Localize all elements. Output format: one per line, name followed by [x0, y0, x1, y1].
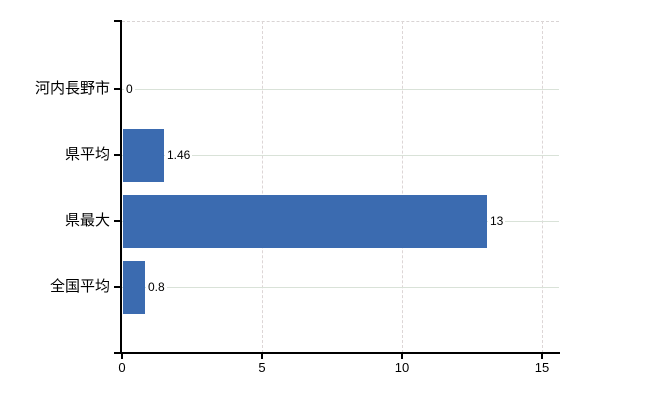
x-tick-label: 0	[118, 360, 126, 375]
value-label: 0	[124, 81, 135, 97]
x-axis-tick	[261, 352, 263, 359]
plot-area: 0 1.46 13 0.8	[122, 21, 559, 353]
x-axis-tick	[401, 352, 403, 359]
y-axis-tick	[114, 220, 122, 222]
x-axis-tick	[121, 352, 123, 359]
bar	[123, 129, 164, 182]
y-axis-tick	[114, 286, 122, 288]
vertical-gridline	[402, 21, 403, 353]
horizontal-gridline	[122, 287, 559, 288]
horizontal-gridline	[122, 155, 559, 156]
y-axis-tick	[114, 154, 122, 156]
x-axis-line	[114, 352, 560, 354]
y-axis-line	[120, 21, 122, 353]
value-label: 13	[488, 213, 506, 229]
plot-top-border	[122, 21, 559, 22]
value-label: 1.46	[165, 147, 193, 163]
vertical-gridline	[262, 21, 263, 353]
category-label: 河内長野市	[34, 80, 110, 97]
vertical-gridline	[542, 21, 543, 353]
x-axis-tick	[541, 352, 543, 359]
bar	[123, 261, 145, 314]
category-label: 県平均	[64, 146, 110, 163]
x-tick-label: 5	[258, 360, 266, 375]
category-label: 全国平均	[49, 278, 110, 295]
y-axis-tick	[114, 20, 122, 22]
bar	[123, 195, 487, 248]
horizontal-gridline	[122, 89, 559, 90]
x-tick-label: 15	[534, 360, 550, 375]
value-label: 0.8	[146, 279, 167, 295]
category-label: 県最大	[64, 212, 110, 229]
y-axis-tick	[114, 88, 122, 90]
x-tick-label: 10	[394, 360, 410, 375]
